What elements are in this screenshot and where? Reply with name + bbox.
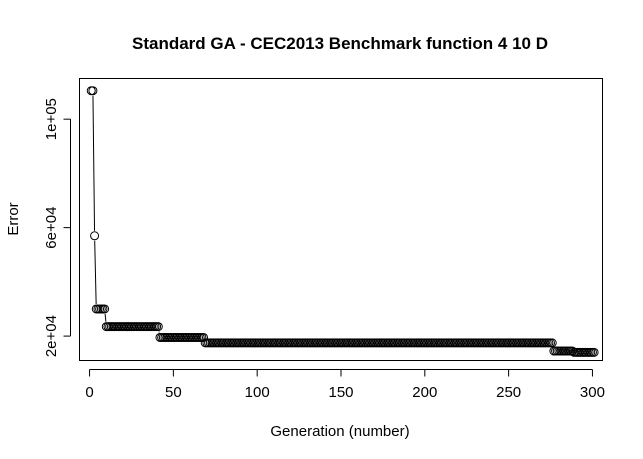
y-tick-label: 6e+04 bbox=[43, 207, 60, 249]
series-connector bbox=[94, 240, 97, 304]
y-axis: 2e+04 6e+04 1e+05 bbox=[43, 98, 71, 357]
data-series bbox=[86, 86, 599, 357]
series-connector bbox=[92, 95, 96, 231]
x-tick-label: 100 bbox=[245, 384, 270, 401]
x-tick-label: 0 bbox=[85, 384, 93, 401]
chart-title: Standard GA - CEC2013 Benchmark function… bbox=[132, 34, 548, 53]
x-tick-label: 150 bbox=[328, 384, 353, 401]
series-connector bbox=[104, 313, 107, 322]
y-axis-label: Error bbox=[5, 202, 22, 235]
x-tick-label: 50 bbox=[165, 384, 182, 401]
data-point bbox=[589, 347, 599, 357]
x-axis-label: Generation (number) bbox=[270, 423, 409, 440]
data-point bbox=[90, 231, 100, 241]
x-tick-label: 200 bbox=[412, 384, 437, 401]
data-point bbox=[100, 304, 110, 314]
plot-frame bbox=[79, 78, 603, 361]
data-point bbox=[88, 86, 98, 96]
x-tick-label: 250 bbox=[496, 384, 521, 401]
data-point bbox=[153, 322, 163, 332]
y-tick-label: 1e+05 bbox=[43, 98, 60, 140]
x-axis: 0 50 100 150 200 250 300 bbox=[85, 369, 605, 401]
x-tick-label: 300 bbox=[580, 384, 605, 401]
y-tick-label: 2e+04 bbox=[43, 315, 60, 357]
